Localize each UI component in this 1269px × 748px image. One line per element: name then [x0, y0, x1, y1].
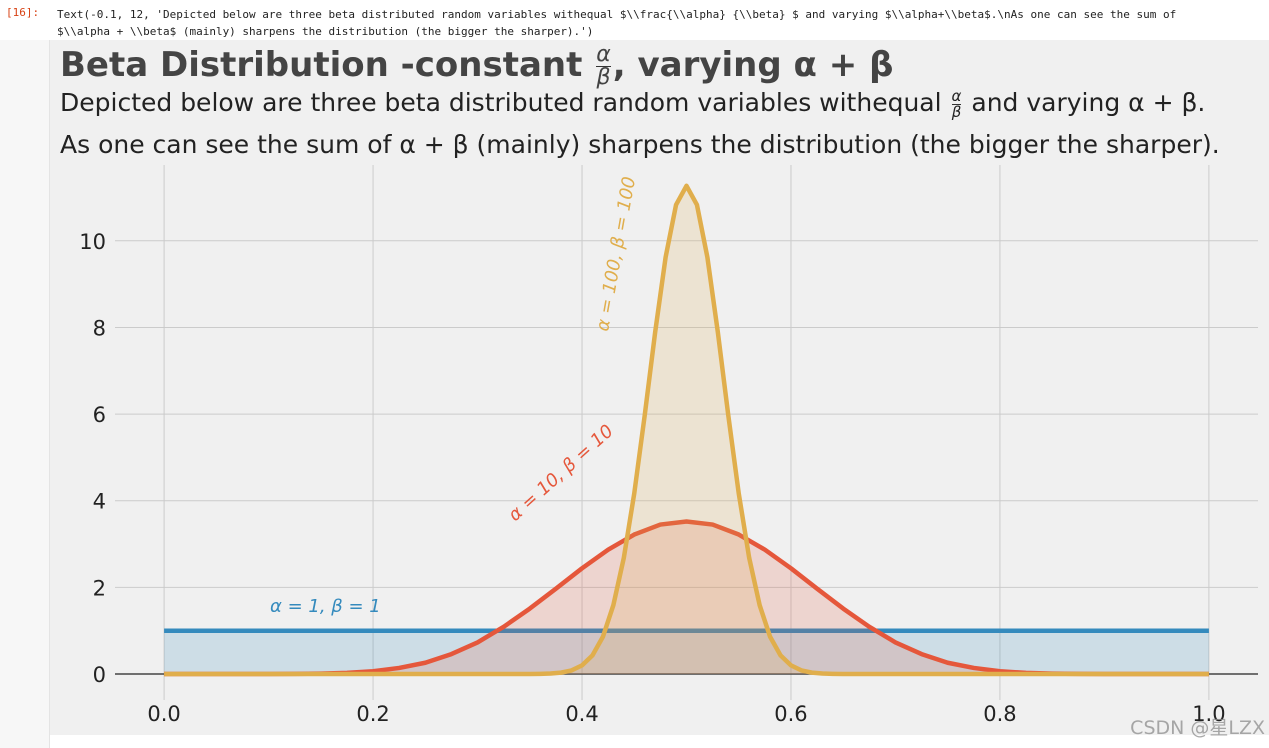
y-tick-label: 6: [93, 403, 106, 427]
subtitle-text: and varying α + β.: [971, 88, 1206, 117]
x-tick-label: 0.8: [983, 702, 1016, 726]
x-tick-label: 0.2: [356, 702, 389, 726]
y-tick-label: 2: [93, 576, 106, 600]
chart-subtitle: As one can see the sum of α + β (mainly)…: [60, 130, 1220, 159]
series-label: α = 100, β = 100: [592, 175, 640, 333]
y-tick-label: 10: [79, 230, 106, 254]
output-line: $\\alpha + \\beta$ (mainly) sharpens the…: [57, 25, 594, 38]
output-line: Text(-0.1, 12, 'Depicted below are three…: [57, 8, 1177, 21]
frac-den: β: [596, 65, 611, 90]
chart-subtitle: Depicted below are three beta distribute…: [60, 88, 1205, 120]
watermark: CSDN @星LZX: [1130, 717, 1265, 739]
x-tick-label: 1.0: [1192, 702, 1225, 726]
frac-num: α: [596, 42, 611, 67]
frac-num: α: [951, 86, 962, 105]
x-tick-label: 0.0: [147, 702, 180, 726]
y-tick-label: 0: [93, 663, 106, 687]
title-text: Beta Distribution -constant: [60, 45, 583, 85]
cell-output: Text(-0.1, 12, 'Depicted below are three…: [57, 6, 1176, 40]
area-fill: [164, 185, 1209, 675]
title-text: , varying α + β: [612, 45, 894, 85]
y-tick-label: 4: [93, 490, 106, 514]
y-tick-label: 8: [93, 316, 106, 340]
x-tick-label: 0.4: [565, 702, 598, 726]
x-tick-label: 0.6: [774, 702, 807, 726]
cell-gutter: [0, 40, 50, 748]
cell-prompt: [16]:: [6, 6, 40, 19]
subtitle-text: Depicted below are three beta distribute…: [60, 88, 942, 117]
series-label: α = 1, β = 1: [270, 596, 381, 617]
figure-panel: [50, 40, 1269, 735]
area-fill: [164, 521, 1209, 675]
series-label: α = 10, β = 10: [504, 421, 617, 526]
series-line: [164, 183, 1209, 677]
frac-den: β: [951, 102, 962, 121]
series-line: [164, 519, 1209, 677]
